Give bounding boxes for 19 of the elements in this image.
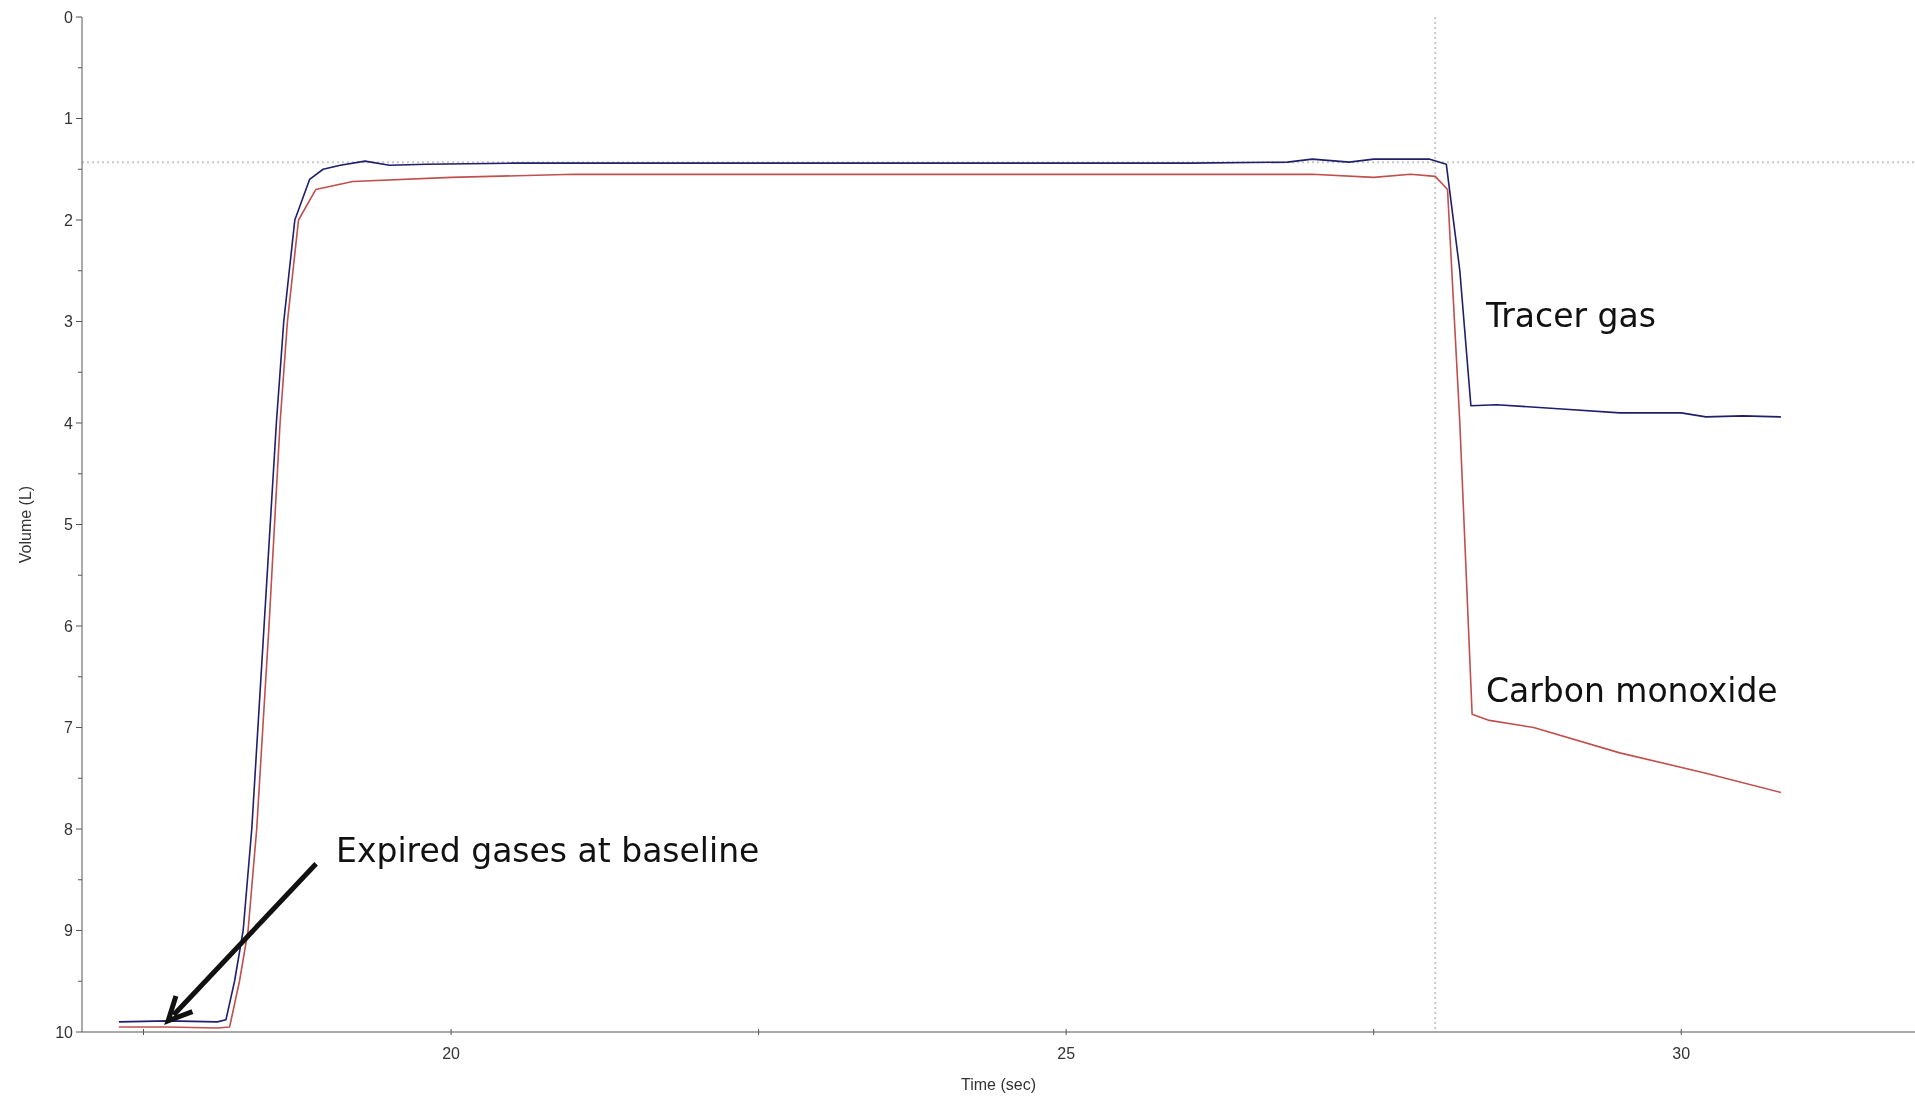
x-tick-label: 20 — [442, 1045, 461, 1062]
y-tick-label: 9 — [64, 922, 74, 940]
y-tick-label: 7 — [64, 719, 74, 737]
series-label: Tracer gas — [1484, 295, 1656, 335]
y-tick-label: 0 — [64, 8, 74, 26]
y-tick-label: 6 — [64, 617, 74, 635]
y-tick-label: 3 — [64, 313, 74, 331]
x-tick-label: 25 — [1057, 1045, 1076, 1062]
y-tick-label: 5 — [64, 516, 74, 534]
y-tick-label: 1 — [64, 110, 74, 128]
x-axis-title: Time (sec) — [961, 1076, 1036, 1093]
x-tick-label: 30 — [1672, 1045, 1691, 1062]
y-tick-label: 4 — [64, 414, 74, 432]
annotation: Expired gases at baseline — [336, 830, 760, 870]
y-tick-label: 10 — [55, 1023, 74, 1041]
y-tick-label: 8 — [64, 820, 74, 838]
y-tick-label: 2 — [64, 211, 74, 229]
series-label: Carbon monoxide — [1485, 671, 1778, 711]
y-axis-title: Volume (L) — [17, 485, 34, 564]
